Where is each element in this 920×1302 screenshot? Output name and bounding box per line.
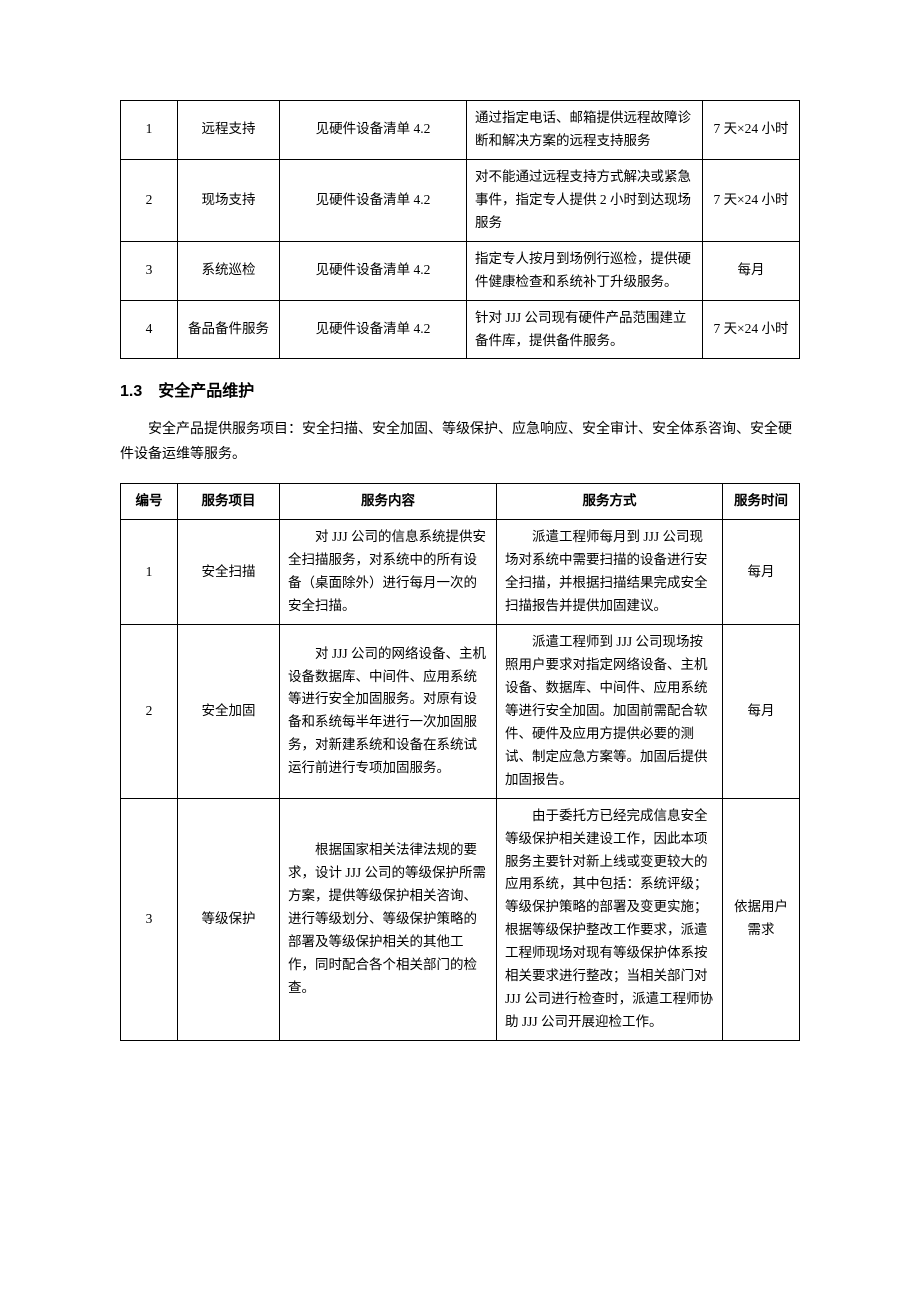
table2-header-row: 编号 服务项目 服务内容 服务方式 服务时间 xyxy=(121,484,800,520)
table1-body: 1远程支持见硬件设备清单 4.2通过指定电话、邮箱提供远程故障诊断和解决方案的远… xyxy=(121,101,800,359)
th-content: 服务内容 xyxy=(280,484,497,520)
cell-item: 安全扫描 xyxy=(178,520,280,625)
cell-method: 派遣工程师到 JJJ 公司现场按照用户要求对指定网络设备、主机设备、数据库、中间… xyxy=(497,625,723,799)
cell-time: 7 天×24 小时 xyxy=(703,300,800,359)
cell-item: 安全加固 xyxy=(178,625,280,799)
table-hardware-service: 1远程支持见硬件设备清单 4.2通过指定电话、邮箱提供远程故障诊断和解决方案的远… xyxy=(120,100,800,359)
table-row: 1远程支持见硬件设备清单 4.2通过指定电话、邮箱提供远程故障诊断和解决方案的远… xyxy=(121,101,800,160)
cell-content: 根据国家相关法律法规的要求，设计 JJJ 公司的等级保护所需方案，提供等级保护相… xyxy=(280,798,497,1040)
cell-item: 备品备件服务 xyxy=(178,300,280,359)
th-item: 服务项目 xyxy=(178,484,280,520)
cell-time: 每月 xyxy=(723,520,800,625)
cell-num: 2 xyxy=(121,625,178,799)
th-method: 服务方式 xyxy=(497,484,723,520)
cell-time: 7 天×24 小时 xyxy=(703,101,800,160)
table2-body: 1安全扫描 对 JJJ 公司的信息系统提供安全扫描服务，对系统中的所有设备（桌面… xyxy=(121,520,800,1041)
cell-time: 依据用户需求 xyxy=(723,798,800,1040)
cell-method: 通过指定电话、邮箱提供远程故障诊断和解决方案的远程支持服务 xyxy=(467,101,703,160)
cell-content: 对 JJJ 公司的信息系统提供安全扫描服务，对系统中的所有设备（桌面除外）进行每… xyxy=(280,520,497,625)
cell-content: 见硬件设备清单 4.2 xyxy=(280,300,467,359)
cell-num: 3 xyxy=(121,798,178,1040)
cell-item: 现场支持 xyxy=(178,159,280,241)
cell-item: 远程支持 xyxy=(178,101,280,160)
cell-num: 4 xyxy=(121,300,178,359)
cell-time: 7 天×24 小时 xyxy=(703,159,800,241)
cell-content: 见硬件设备清单 4.2 xyxy=(280,241,467,300)
cell-item: 系统巡检 xyxy=(178,241,280,300)
cell-content: 对 JJJ 公司的网络设备、主机设备数据库、中间件、应用系统等进行安全加固服务。… xyxy=(280,625,497,799)
table-row: 3系统巡检见硬件设备清单 4.2指定专人按月到场例行巡检，提供硬件健康检查和系统… xyxy=(121,241,800,300)
cell-method: 指定专人按月到场例行巡检，提供硬件健康检查和系统补丁升级服务。 xyxy=(467,241,703,300)
table-row: 2现场支持见硬件设备清单 4.2对不能通过远程支持方式解决或紧急事件，指定专人提… xyxy=(121,159,800,241)
table-row: 1安全扫描 对 JJJ 公司的信息系统提供安全扫描服务，对系统中的所有设备（桌面… xyxy=(121,520,800,625)
cell-num: 1 xyxy=(121,520,178,625)
cell-num: 2 xyxy=(121,159,178,241)
cell-method: 派遣工程师每月到 JJJ 公司现场对系统中需要扫描的设备进行安全扫描，并根据扫描… xyxy=(497,520,723,625)
cell-content: 见硬件设备清单 4.2 xyxy=(280,159,467,241)
th-num: 编号 xyxy=(121,484,178,520)
cell-num: 1 xyxy=(121,101,178,160)
th-time: 服务时间 xyxy=(723,484,800,520)
cell-method: 由于委托方已经完成信息安全等级保护相关建设工作，因此本项服务主要针对新上线或变更… xyxy=(497,798,723,1040)
cell-time: 每月 xyxy=(703,241,800,300)
cell-item: 等级保护 xyxy=(178,798,280,1040)
cell-method: 对不能通过远程支持方式解决或紧急事件，指定专人提供 2 小时到达现场服务 xyxy=(467,159,703,241)
table-security-service: 编号 服务项目 服务内容 服务方式 服务时间 1安全扫描 对 JJJ 公司的信息… xyxy=(120,483,800,1041)
cell-time: 每月 xyxy=(723,625,800,799)
table-row: 2安全加固 对 JJJ 公司的网络设备、主机设备数据库、中间件、应用系统等进行安… xyxy=(121,625,800,799)
cell-method: 针对 JJJ 公司现有硬件产品范围建立备件库，提供备件服务。 xyxy=(467,300,703,359)
cell-content: 见硬件设备清单 4.2 xyxy=(280,101,467,160)
table-row: 3等级保护 根据国家相关法律法规的要求，设计 JJJ 公司的等级保护所需方案，提… xyxy=(121,798,800,1040)
section-heading: 1.3 安全产品维护 xyxy=(120,379,800,405)
cell-num: 3 xyxy=(121,241,178,300)
section-intro: 安全产品提供服务项目：安全扫描、安全加固、等级保护、应急响应、安全审计、安全体系… xyxy=(120,417,800,467)
table-row: 4备品备件服务见硬件设备清单 4.2针对 JJJ 公司现有硬件产品范围建立备件库… xyxy=(121,300,800,359)
